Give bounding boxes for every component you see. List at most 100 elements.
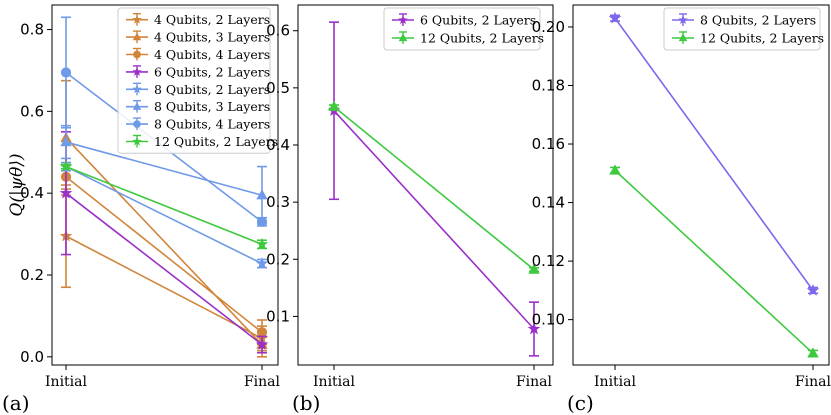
- legend-box: [383, 7, 541, 51]
- y-tick-label: 0.3: [266, 193, 290, 211]
- data-point: [527, 322, 541, 335]
- series-1: [608, 11, 820, 296]
- data-point: [256, 216, 268, 227]
- series-line: [65, 192, 263, 346]
- legend-marker: [133, 50, 141, 59]
- legend-label: 12 Qubits, 2 Layers: [420, 31, 544, 46]
- data-point: [256, 327, 268, 338]
- data-point: [806, 283, 820, 296]
- legend-label: 6 Qubits, 2 Layers: [420, 13, 536, 28]
- data-point: [59, 159, 73, 172]
- series-line: [65, 141, 263, 196]
- y-tick-label: 0.2: [266, 250, 290, 268]
- legend-label: 4 Qubits, 2 Layers: [154, 12, 270, 27]
- legend-label: 12 Qubits, 2 Layers: [154, 134, 278, 149]
- y-tick-label: 0.6: [266, 22, 290, 40]
- legend: 4 Qubits, 2 Layers 4 Qubits, 3 Layers 4 Qu…: [117, 7, 278, 154]
- y-tick-label: 0.18: [532, 76, 565, 94]
- legend-entry: 6 Qubits, 2 Layers: [126, 64, 270, 79]
- y-tick-label: 0.0: [20, 348, 44, 366]
- chart-panel-3: 0.10 0.12 0.14 0.16 0.18 0.20 Initial Final (c) 8…: [532, 4, 831, 415]
- y-tick-label: 0.2: [20, 266, 44, 284]
- legend-entry: 6 Qubits, 2 Layers: [392, 13, 536, 28]
- series-line: [614, 169, 814, 354]
- legend-label: 4 Qubits, 4 Layers: [154, 47, 270, 62]
- legend-entry: 8 Qubits, 2 Layers: [126, 82, 270, 97]
- series-line: [65, 165, 263, 246]
- y-tick-label: 0.20: [532, 18, 565, 36]
- series-line: [614, 17, 814, 291]
- plot-frame: [297, 4, 554, 366]
- chart-panel-1: 0.0 0.2 0.4 0.6 0.8 Initial Final (a) Q(|ψθ⟩) 4 Q…: [2, 4, 281, 415]
- data-point: [608, 11, 622, 24]
- legend-label: 8 Qubits, 2 Layers: [154, 82, 270, 97]
- y-tick-label: 0.12: [532, 252, 565, 270]
- series-line: [65, 176, 263, 333]
- legend-marker: [132, 136, 142, 146]
- legend-entry: 12 Qubits, 2 Layers: [672, 31, 824, 46]
- data-point: [255, 337, 269, 350]
- legend-marker: [398, 33, 408, 42]
- legend-marker: [132, 14, 142, 24]
- series-line: [65, 165, 263, 265]
- legend-marker: [678, 15, 688, 24]
- data-point: [807, 347, 819, 358]
- legend-label: 8 Qubits, 3 Layers: [154, 99, 270, 114]
- legend-entry: 12 Qubits, 2 Layers: [392, 31, 544, 46]
- panel-label: (c): [567, 391, 594, 415]
- y-tick-label: 0.4: [20, 184, 44, 202]
- panel-label: (b): [292, 391, 320, 415]
- y-tick-label: 0.14: [532, 194, 565, 212]
- legend: 6 Qubits, 2 Layers 12 Qubits, 2 Layers: [383, 7, 544, 51]
- legend-marker: [678, 33, 688, 42]
- series-line: [65, 137, 263, 346]
- data-point: [60, 67, 72, 78]
- x-tick-label: Initial: [45, 374, 87, 390]
- legend-box: [663, 7, 821, 51]
- data-point: [255, 256, 269, 269]
- data-point: [609, 164, 621, 175]
- series-8: [59, 159, 269, 250]
- legend-label: 8 Qubits, 4 Layers: [154, 117, 270, 132]
- legend-marker: [132, 32, 142, 41]
- y-tick-label: 0.8: [20, 21, 44, 39]
- legend-entry: 4 Qubits, 2 Layers: [126, 12, 270, 27]
- legend-entry: 4 Qubits, 3 Layers: [126, 30, 270, 45]
- y-tick-label: 0.1: [266, 307, 290, 325]
- legend-entry: 8 Qubits, 4 Layers: [126, 117, 270, 132]
- legend-entry: 4 Qubits, 4 Layers: [126, 47, 270, 62]
- x-tick-label: Final: [244, 374, 281, 390]
- legend-label: 6 Qubits, 2 Layers: [154, 64, 270, 79]
- data-point: [60, 136, 72, 147]
- legend-box: [117, 7, 271, 154]
- legend-label: 4 Qubits, 3 Layers: [154, 30, 270, 45]
- data-point: [256, 189, 268, 200]
- x-tick-label: Initial: [594, 374, 636, 390]
- y-tick-label: 0.10: [532, 311, 565, 329]
- x-tick-label: Final: [795, 374, 831, 390]
- data-point: [528, 263, 540, 274]
- y-axis-label: Q(|ψθ⟩): [7, 153, 27, 216]
- legend-label: 12 Qubits, 2 Layers: [700, 31, 824, 46]
- legend-entry: 8 Qubits, 3 Layers: [126, 99, 270, 114]
- x-tick-label: Final: [516, 374, 553, 390]
- legend-marker: [132, 102, 142, 110]
- y-tick-label: 0.6: [20, 102, 44, 120]
- y-tick-label: 0.16: [532, 135, 565, 153]
- legend-marker: [132, 84, 142, 94]
- y-tick-label: 0.4: [266, 136, 290, 154]
- plot-frame: [572, 4, 830, 366]
- legend-marker: [132, 66, 142, 76]
- chart-panel-2: 0.1 0.2 0.3 0.4 0.5 0.6 Initial Final (b) 6 Qubit…: [266, 4, 554, 415]
- legend-marker: [133, 120, 141, 128]
- series-line: [65, 235, 263, 340]
- data-point: [255, 237, 269, 250]
- x-tick-label: Initial: [313, 374, 355, 390]
- legend-marker: [398, 15, 408, 24]
- series-line: [333, 106, 535, 271]
- legend: 8 Qubits, 2 Layers 12 Qubits, 2 Layers: [663, 7, 824, 51]
- series-line: [333, 110, 535, 330]
- series-2: [328, 100, 540, 274]
- series-2: [609, 164, 819, 358]
